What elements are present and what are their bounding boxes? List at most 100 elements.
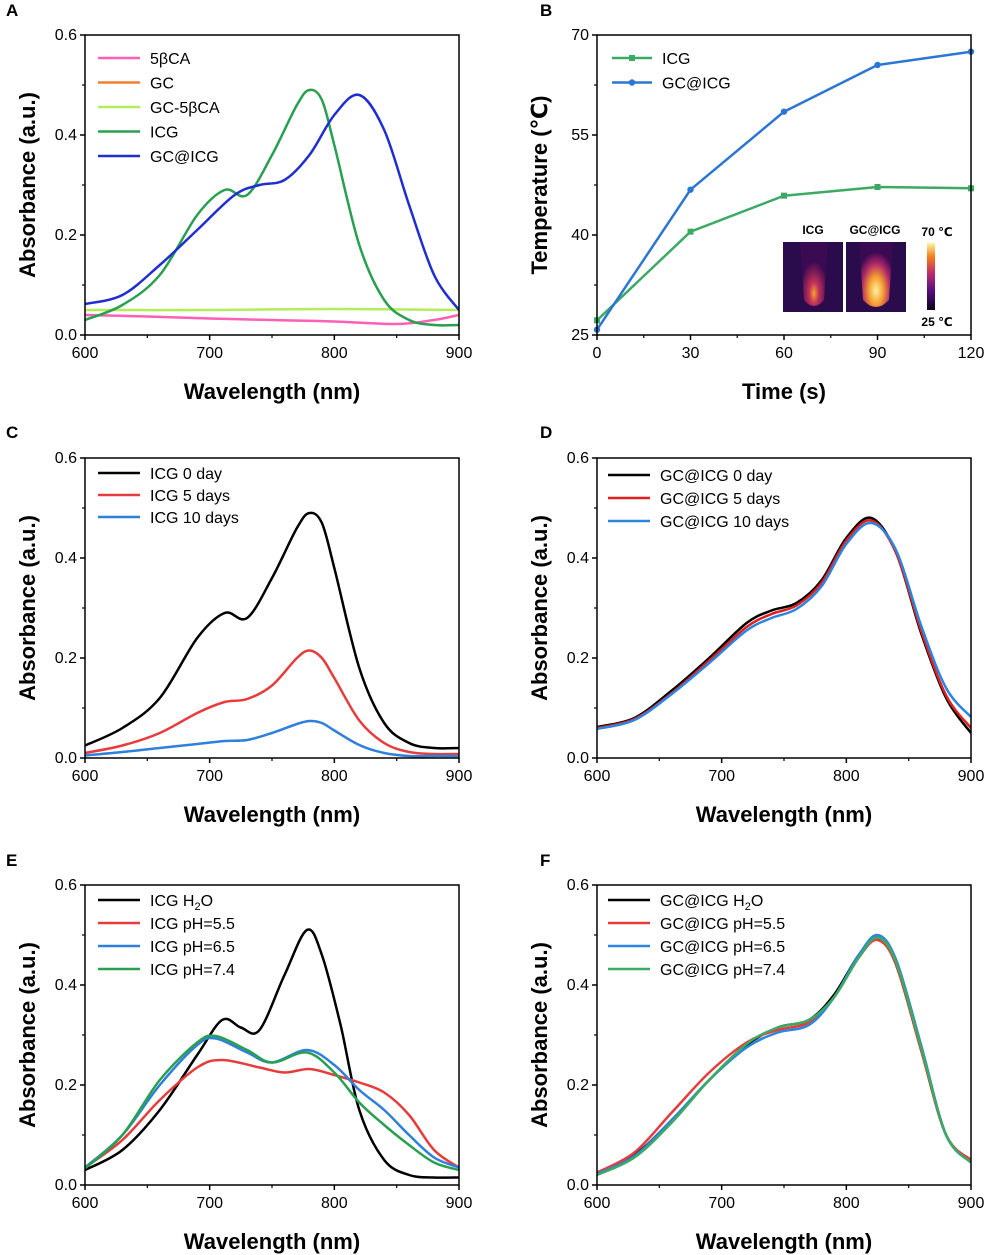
- panel-letter: F: [540, 851, 550, 870]
- y-tick-label: 55: [571, 127, 589, 144]
- y-axis-label: Temperature (℃): [527, 95, 552, 274]
- series-line: [85, 93, 459, 311]
- y-tick-label: 0.4: [567, 550, 589, 567]
- y-tick-label: 0.2: [567, 650, 589, 667]
- x-tick-label: 900: [446, 1195, 473, 1212]
- series-line: [85, 1058, 459, 1169]
- colorbar-min-label: 25 ℃: [921, 315, 952, 329]
- panel-letter: B: [540, 1, 552, 20]
- y-tick-label: 0.6: [55, 450, 77, 467]
- legend-label: GC-5βCA: [150, 100, 220, 117]
- series-line: [597, 521, 971, 731]
- colorbar-max-label: 70 ℃: [921, 225, 952, 239]
- y-axis-label: Absorbance (a.u.): [527, 942, 552, 1128]
- x-tick-label: 900: [446, 768, 473, 785]
- legend-label: ICG 5 days: [150, 488, 230, 505]
- y-tick-label: 0.6: [567, 877, 589, 894]
- series-line: [85, 307, 459, 312]
- panel-d: D 600 700 800 900 0.0 0.2 0.4 0.6 Wavelength (nm)…: [527, 423, 984, 827]
- legend-label: GC: [150, 76, 174, 93]
- x-tick-label: 800: [321, 345, 348, 362]
- panel-letter: C: [6, 423, 18, 442]
- y-tick-label: 0.4: [55, 550, 77, 567]
- legend-label: GC@ICG pH=5.5: [660, 916, 785, 933]
- panel-letter: E: [6, 851, 17, 870]
- y-tick-label: 0.4: [55, 977, 77, 994]
- y-tick-label: 0.0: [55, 327, 77, 344]
- y-tick-label: 0.0: [55, 1177, 77, 1194]
- x-tick-label: 700: [196, 768, 223, 785]
- temperature-colorbar: [927, 243, 935, 310]
- x-axis-label: Wavelength (nm): [696, 1229, 872, 1254]
- series-line: [597, 519, 971, 730]
- tube-icg: [800, 242, 828, 306]
- panel-letter: D: [540, 423, 552, 442]
- thermal-inset: ICG GC@ICG 70 ℃ 25 ℃: [783, 223, 953, 329]
- data-point: [687, 186, 694, 193]
- legend-label: GC@ICG pH=7.4: [660, 962, 785, 979]
- data-point: [687, 228, 694, 235]
- axes-frame: [84, 457, 460, 759]
- x-tick-label: 30: [682, 345, 700, 362]
- x-tick-label: 900: [958, 1195, 985, 1212]
- x-tick-label: 800: [321, 1195, 348, 1212]
- inset-label-icg: ICG: [802, 223, 823, 237]
- legend-label: ICG: [150, 125, 178, 142]
- legend-label: ICG: [662, 51, 690, 68]
- x-tick-label: 90: [869, 345, 887, 362]
- y-tick-label: 40: [571, 227, 589, 244]
- legend-label: GC@ICG 5 days: [660, 491, 780, 508]
- y-axis-label: Absorbance (a.u.): [15, 942, 40, 1128]
- legend-label: GC@ICG: [662, 76, 731, 93]
- y-tick-label: 0.4: [567, 977, 589, 994]
- series-line: [85, 649, 459, 756]
- series-line: [85, 511, 459, 750]
- legend-label: GC@ICG pH=6.5: [660, 939, 785, 956]
- legend-label: ICG H2O: [150, 893, 213, 913]
- x-axis-label: Wavelength (nm): [184, 802, 360, 827]
- x-tick-label: 700: [196, 345, 223, 362]
- legend-marker: [629, 55, 635, 61]
- y-tick-label: 0.2: [55, 227, 77, 244]
- x-tick-label: 600: [584, 1195, 611, 1212]
- x-tick-label: 600: [72, 345, 99, 362]
- series-line: [597, 936, 971, 1177]
- x-tick-label: 900: [958, 768, 985, 785]
- legend-label: ICG 0 day: [150, 466, 222, 483]
- y-axis-label: Absorbance (a.u.): [15, 92, 40, 278]
- x-axis-label: Time (s): [742, 379, 826, 404]
- tube-gc-icg: [859, 242, 893, 307]
- legend-label: ICG pH=7.4: [150, 962, 235, 979]
- series-line: [85, 719, 459, 758]
- x-tick-label: 800: [833, 768, 860, 785]
- x-tick-label: 800: [321, 768, 348, 785]
- panel-b: B 0 30 60 90 120 25 40 55 70 Time (s) Temperature (…: [527, 1, 984, 404]
- data-point: [780, 108, 788, 115]
- legend-label: GC@ICG 0 day: [660, 468, 772, 485]
- series-line: [85, 88, 459, 327]
- data-point: [874, 61, 881, 69]
- y-tick-label: 0.4: [55, 127, 77, 144]
- x-tick-label: 60: [775, 345, 793, 362]
- y-tick-label: 0.6: [55, 27, 77, 44]
- y-tick-label: 0.2: [55, 1077, 77, 1094]
- x-tick-label: 600: [584, 768, 611, 785]
- y-tick-label: 0.2: [567, 1077, 589, 1094]
- y-tick-label: 0.0: [567, 750, 589, 767]
- x-tick-label: 0: [593, 345, 602, 362]
- y-tick-label: 0.2: [55, 650, 77, 667]
- legend-label: ICG pH=6.5: [150, 939, 235, 956]
- legend-label: 5βCA: [150, 51, 191, 68]
- data-point: [781, 192, 787, 199]
- series-line: [85, 1034, 459, 1172]
- inset-label-gc-icg: GC@ICG: [849, 223, 900, 237]
- legend-label: GC@ICG: [150, 149, 219, 166]
- panel-letter: A: [6, 1, 18, 20]
- y-tick-label: 25: [571, 327, 589, 344]
- panel-e: E 600 700 800 900 0.0 0.2 0.4 0.6 Wavelength (nm)…: [6, 851, 472, 1254]
- y-axis-label: Absorbance (a.u.): [527, 515, 552, 701]
- x-tick-label: 700: [708, 1195, 735, 1212]
- x-tick-label: 800: [833, 1195, 860, 1212]
- legend-label: ICG pH=5.5: [150, 916, 235, 933]
